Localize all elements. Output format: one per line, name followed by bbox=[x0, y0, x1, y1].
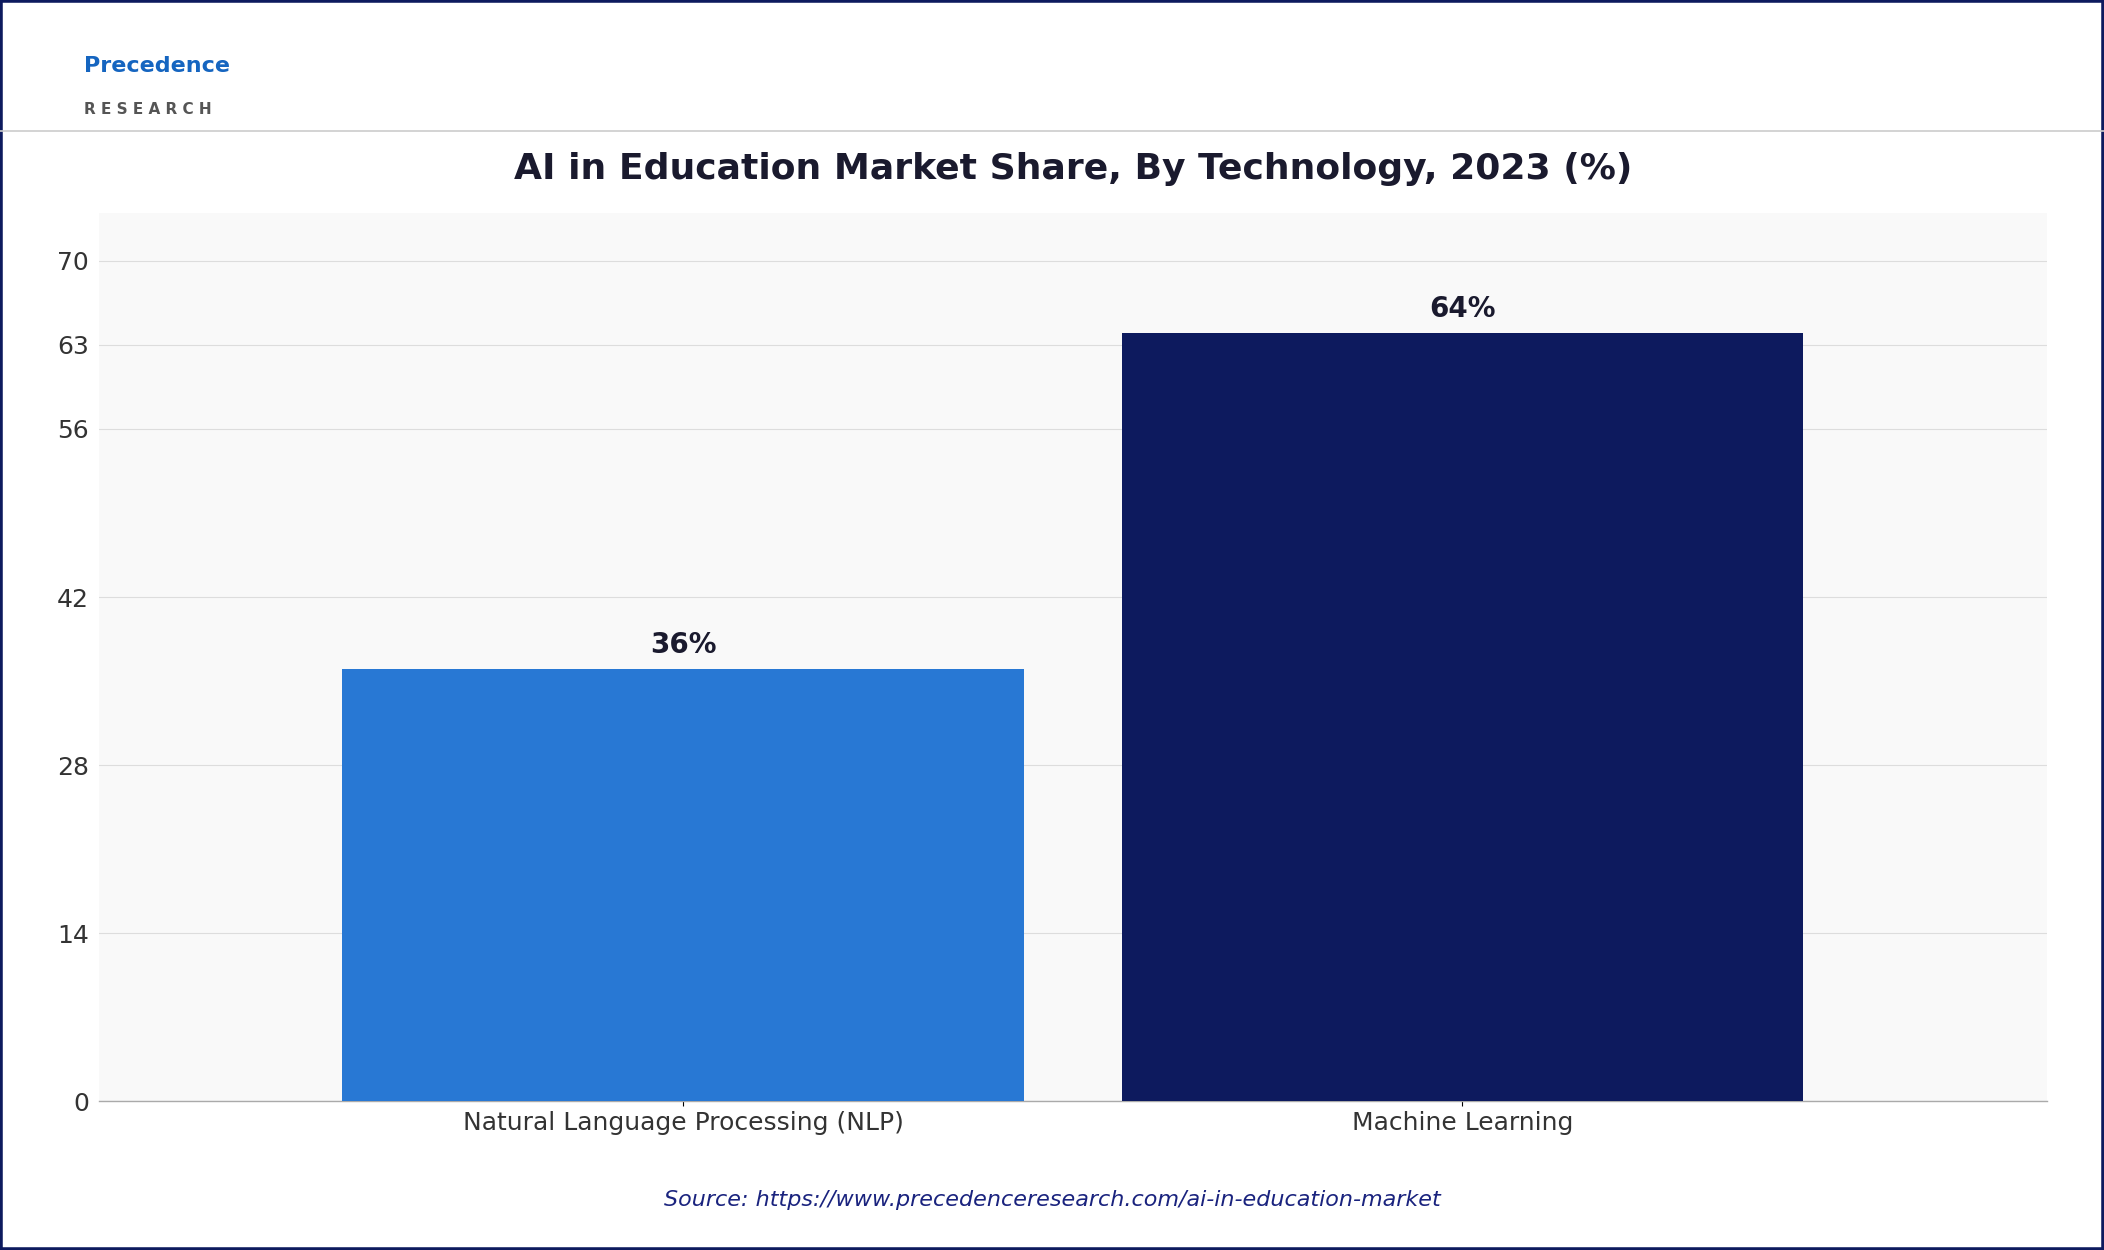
Text: R E S E A R C H: R E S E A R C H bbox=[84, 102, 213, 118]
Title: AI in Education Market Share, By Technology, 2023 (%): AI in Education Market Share, By Technol… bbox=[513, 152, 1633, 186]
Text: Precedence: Precedence bbox=[84, 56, 229, 76]
Bar bbox=[343, 669, 1025, 1101]
Text: 36%: 36% bbox=[650, 631, 717, 660]
Text: 64%: 64% bbox=[1429, 295, 1496, 324]
Text: Source: https://www.precedenceresearch.com/ai-in-education-market: Source: https://www.precedenceresearch.c… bbox=[663, 1190, 1441, 1210]
Bar bbox=[1121, 332, 1803, 1101]
